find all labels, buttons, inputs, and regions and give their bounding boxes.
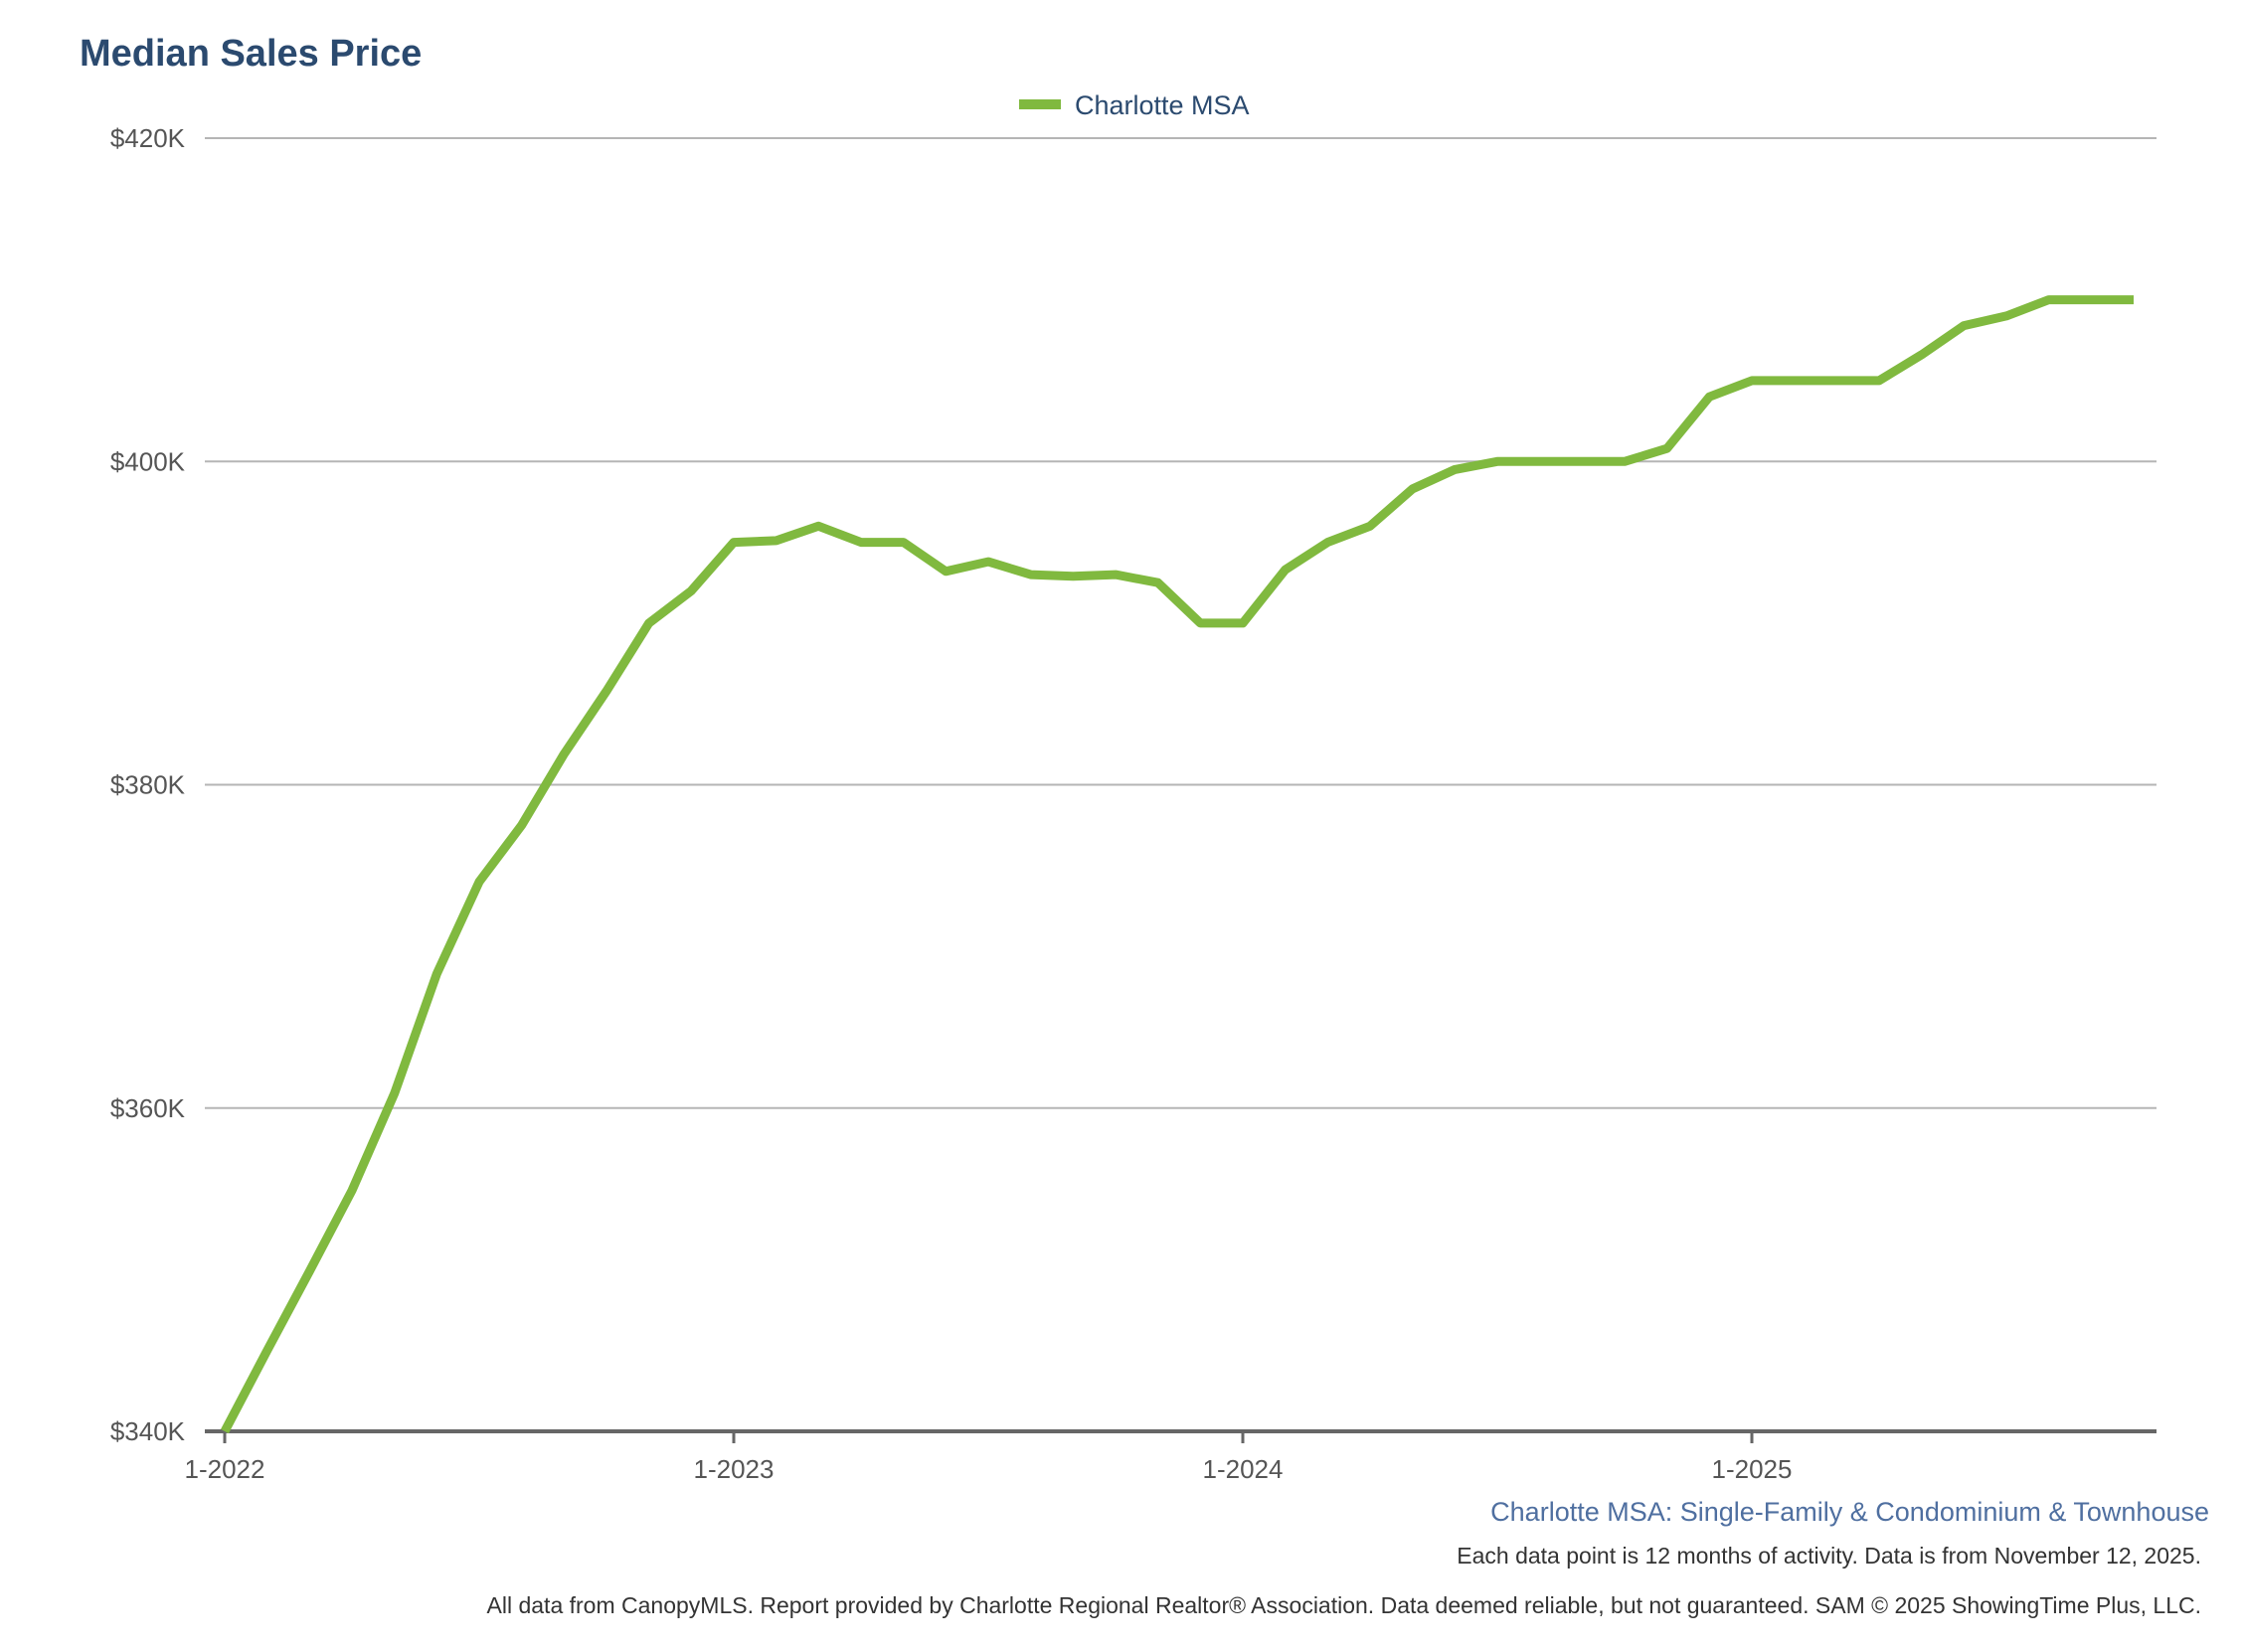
data-note: Each data point is 12 months of activity… — [1457, 1543, 2201, 1569]
y-tick-label: $360K — [110, 1093, 186, 1123]
legend-label: Charlotte MSA — [1075, 90, 1250, 120]
x-tick-label: 1-2024 — [1203, 1454, 1284, 1484]
series-line-charlotte-msa — [221, 295, 2134, 1434]
x-tick-label: 1-2022 — [185, 1454, 265, 1484]
legend-swatch — [1019, 99, 1061, 109]
x-axis: 1-2022 1-2023 1-2024 1-2025 — [185, 1431, 1793, 1484]
chart-title: Median Sales Price — [80, 33, 422, 75]
grid — [205, 137, 2157, 1433]
legend: Charlotte MSA — [1019, 90, 1250, 120]
chart-subtitle: Charlotte MSA: Single-Family & Condomini… — [1490, 1497, 2209, 1527]
x-tick-label: 1-2025 — [1712, 1454, 1793, 1484]
y-tick-label: $420K — [110, 123, 186, 153]
y-tick-label: $340K — [110, 1416, 186, 1446]
series-group — [221, 295, 2134, 1434]
y-axis: $340K $360K $380K $400K $420K — [110, 123, 186, 1446]
disclaimer: All data from CanopyMLS. Report provided… — [487, 1592, 2201, 1618]
y-tick-label: $380K — [110, 770, 186, 800]
y-tick-label: $400K — [110, 446, 186, 476]
x-tick-label: 1-2023 — [694, 1454, 775, 1484]
